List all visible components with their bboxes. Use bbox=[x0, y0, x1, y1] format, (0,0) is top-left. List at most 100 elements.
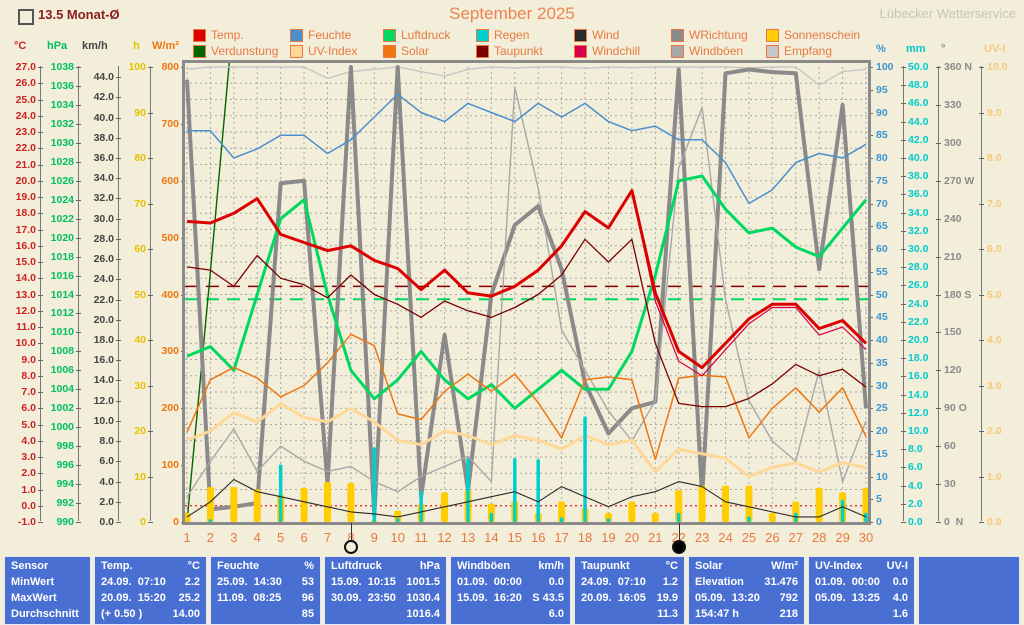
axis-label-hpa: 996 bbox=[56, 459, 74, 472]
axis-tick-mm bbox=[901, 431, 906, 432]
axis-label-uv: 8.0 bbox=[987, 152, 1002, 164]
legend-item-regen[interactable]: Regen bbox=[476, 27, 574, 43]
axis-label-deg: 330 bbox=[944, 98, 962, 111]
axis-tick-temp bbox=[38, 132, 43, 133]
axis-tick-hpa bbox=[76, 465, 81, 467]
table-cell-value: 0.0 bbox=[892, 575, 908, 588]
axis-tick-kmh bbox=[116, 299, 121, 301]
axis-tick-kmh bbox=[116, 238, 121, 240]
axis-label-mm: 0.0 bbox=[908, 516, 923, 528]
table-cell-when: 05.09. 13:20 bbox=[695, 592, 760, 605]
table-col-temp-: Temp. °C 24.09. 07:10 2.2 20.09. 15:20 25.2 (+… bbox=[94, 556, 207, 625]
legend-item-taupunkt[interactable]: Taupunkt bbox=[476, 43, 574, 59]
service-name: Lübecker Wetterservice bbox=[879, 6, 1016, 21]
table-cell-when: 05.09. 13:25 bbox=[815, 592, 880, 605]
legend-item-luftdruck[interactable]: Luftdruck bbox=[383, 27, 476, 43]
month-average-checkbox[interactable] bbox=[18, 9, 34, 25]
legend-item-uv-index[interactable]: UV-Index bbox=[290, 43, 383, 59]
legend-item-windchill[interactable]: Windchill bbox=[574, 43, 671, 59]
axis-label-hpa: 1038 bbox=[50, 61, 74, 73]
axis-tick-hpa bbox=[76, 275, 81, 277]
axis-tick-mm bbox=[901, 340, 906, 341]
axis-tick-uv bbox=[979, 67, 984, 68]
legend-item-sonnenschein[interactable]: Sonnenschein bbox=[766, 27, 866, 43]
table-cell-when: 154:47 h bbox=[695, 608, 740, 621]
axis-label-kmh: 30.0 bbox=[93, 212, 114, 225]
series-bar-sonnenschein bbox=[651, 512, 659, 522]
table-cell-value: 11.3 bbox=[657, 608, 678, 621]
series-bar-regen bbox=[513, 458, 517, 522]
legend-item-feuchte[interactable]: Feuchte bbox=[290, 27, 383, 43]
axis-tick-h bbox=[148, 340, 153, 341]
axis-label-uv: 5.0 bbox=[987, 288, 1002, 301]
axis-tick-hpa bbox=[76, 180, 81, 182]
x-axis-day-label: 15 bbox=[507, 530, 523, 545]
axis-tick-deg bbox=[936, 104, 941, 106]
x-axis-day-label: 3 bbox=[230, 530, 238, 545]
axis-tick-kmh bbox=[116, 137, 121, 139]
axis-label-mm: 38.0 bbox=[908, 170, 929, 183]
axis-label-temp: 15.0 bbox=[15, 256, 36, 268]
axis-label-hpa: 1016 bbox=[50, 269, 74, 282]
axis-tick-mm bbox=[901, 321, 906, 323]
series-line-solar bbox=[186, 333, 867, 461]
axis-label-mm: 48.0 bbox=[908, 79, 929, 92]
axis-tick-mm bbox=[901, 85, 906, 87]
axis-label-temp: 1.0 bbox=[21, 483, 36, 496]
axis-tick-kmh bbox=[116, 522, 121, 523]
axis-tick-temp bbox=[38, 294, 43, 296]
legend-label: Windchill bbox=[592, 44, 641, 58]
table-cell-value: 31.476 bbox=[764, 575, 798, 588]
legend-item-verdunstung[interactable]: Verdunstung bbox=[193, 43, 290, 59]
axis-tick-temp bbox=[38, 392, 43, 393]
axis-tick-mm bbox=[901, 212, 906, 214]
legend-label: Empfang bbox=[784, 44, 833, 58]
axis-label-percent: 95 bbox=[876, 83, 888, 96]
axis-label-deg: 90 O bbox=[944, 402, 967, 415]
axis-tick-temp bbox=[38, 180, 43, 182]
series-bar-regen bbox=[536, 459, 540, 522]
axis-label-kmh: 20.0 bbox=[93, 313, 114, 326]
axis-label-hpa: 1018 bbox=[50, 250, 74, 263]
axis-label-kmh: 36.0 bbox=[93, 152, 114, 164]
table-cell-when: 20.09. 15:20 bbox=[101, 592, 166, 605]
legend-item-solar[interactable]: Solar bbox=[383, 43, 476, 59]
axis-tick-uv bbox=[979, 340, 984, 341]
table-cell-when: 20.09. 16:05 bbox=[581, 592, 646, 605]
series-bar-sonnenschein bbox=[347, 482, 355, 522]
legend-label: Sonnenschein bbox=[784, 28, 861, 42]
axis-tick-kmh bbox=[116, 441, 121, 443]
axis-line-mm bbox=[903, 66, 904, 521]
axis-label-hpa: 1008 bbox=[50, 345, 74, 358]
series-bar-sonnenschein bbox=[558, 501, 566, 522]
axis-label-uv: 3.0 bbox=[987, 379, 1002, 392]
axis-label-mm: 12.0 bbox=[908, 406, 929, 419]
series-line-empfang bbox=[186, 66, 867, 86]
axis-label-mm: 16.0 bbox=[908, 370, 929, 383]
axis-label-hpa: 992 bbox=[56, 497, 74, 510]
axis-label-hpa: 1010 bbox=[50, 326, 74, 339]
axis-tick-mm bbox=[901, 249, 906, 250]
legend-item-windb-en[interactable]: Windböen bbox=[671, 43, 766, 59]
axis-label-wm2: 400 bbox=[161, 288, 179, 301]
series-bar-regen bbox=[395, 518, 400, 522]
legend-item-empfang[interactable]: Empfang bbox=[766, 43, 866, 59]
table-col-solar: Solar W/m² Elevation 31.476 05.09. 13:20 792 1… bbox=[688, 556, 805, 625]
axis-tick-temp bbox=[38, 457, 43, 458]
axis-label-percent: 20 bbox=[876, 425, 888, 437]
axis-unit-kmh: km/h bbox=[82, 40, 108, 52]
legend-item-temp-[interactable]: Temp. bbox=[193, 27, 290, 43]
table-cell-value: 792 bbox=[779, 592, 798, 605]
legend-item-wind[interactable]: Wind bbox=[574, 27, 671, 43]
axis-label-deg: 270 W bbox=[944, 174, 975, 187]
axis-label-deg: 30 bbox=[944, 478, 956, 491]
legend-item-wrichtung[interactable]: WRichtung bbox=[671, 27, 766, 43]
axis-label-wm2: 500 bbox=[161, 231, 179, 244]
axis-tick-temp bbox=[38, 327, 43, 328]
axis-tick-mm bbox=[901, 121, 906, 123]
axis-label-wm2: 0 bbox=[173, 516, 179, 528]
axis-tick-mm bbox=[901, 303, 906, 305]
legend-swatch-icon bbox=[476, 28, 489, 42]
axis-label-mm: 26.0 bbox=[908, 279, 929, 292]
axis-tick-kmh bbox=[116, 117, 121, 119]
